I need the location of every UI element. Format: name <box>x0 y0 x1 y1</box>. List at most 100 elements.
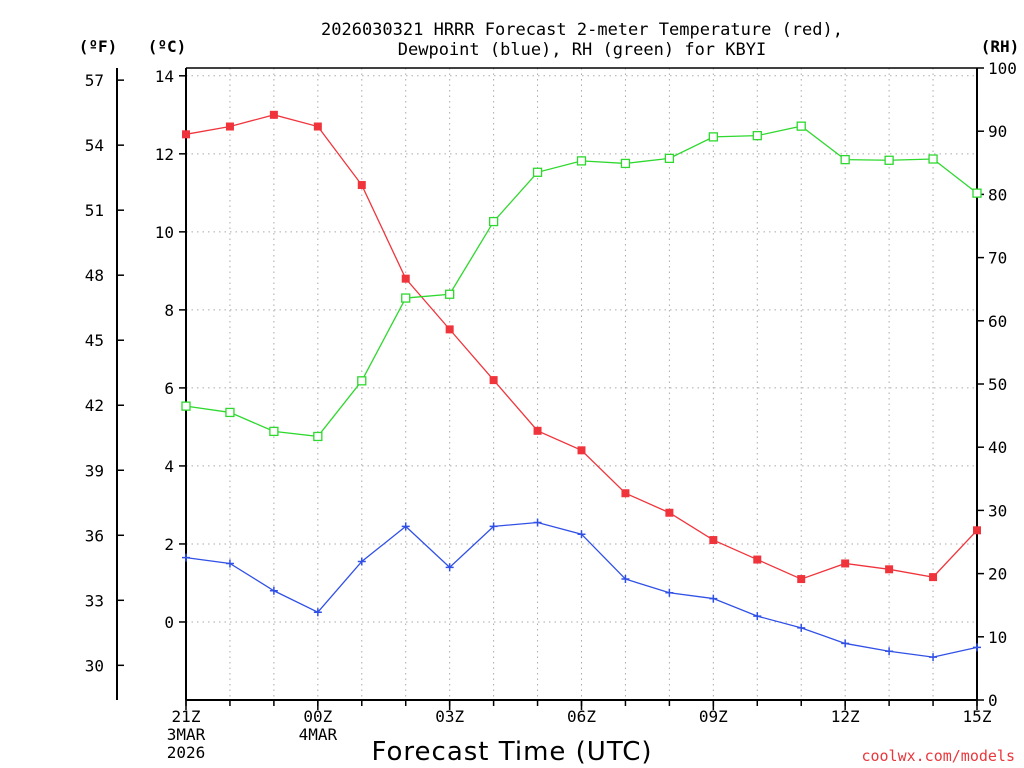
dewpoint-point <box>665 588 674 597</box>
celsius-tick-label: 4 <box>164 457 174 476</box>
celsius-unit-label: (ºC) <box>148 37 187 56</box>
x-axis-label: Forecast Time (UTC) <box>371 737 652 767</box>
dewpoint-point <box>182 553 190 562</box>
fahrenheit-tick-label: 30 <box>85 656 104 675</box>
rh-point <box>708 132 718 142</box>
rh-point <box>620 158 631 169</box>
rh-tick-label: 60 <box>988 312 1007 331</box>
axes: 0 2 4 6 8 10 12 14 30 33 36 39 42 45 48 51 54 57 0 10 20 30 40… <box>85 59 1017 762</box>
temperature-point <box>313 122 322 131</box>
fahrenheit-tick-label: 48 <box>85 266 104 285</box>
x-tick-label: 15Z <box>963 707 992 726</box>
rh-point <box>840 154 850 165</box>
x-tick-label: 06Z <box>567 707 596 726</box>
rh-tick-label: 20 <box>988 565 1007 584</box>
fahrenheit-tick-label: 33 <box>85 591 104 610</box>
rh-point <box>488 216 499 227</box>
x-tick-label: 12Z <box>831 707 860 726</box>
temperature-point <box>225 122 234 131</box>
rh-point <box>664 153 675 164</box>
temperature-point <box>709 536 718 545</box>
dewpoint-point <box>357 557 366 566</box>
rh-tick-label: 80 <box>988 185 1007 204</box>
rh-point <box>225 407 235 418</box>
temperature-point <box>445 325 454 334</box>
x-tick-label: 4MAR <box>299 725 338 744</box>
temperature-point <box>973 526 981 535</box>
rh-point <box>445 289 455 299</box>
fahrenheit-tick-label: 45 <box>85 331 104 350</box>
celsius-tick-label: 2 <box>164 535 174 554</box>
fahrenheit-tick-label: 42 <box>85 396 104 415</box>
temperature-point <box>841 559 850 568</box>
rh-point <box>884 155 894 165</box>
celsius-tick-label: 10 <box>155 223 174 242</box>
fahrenheit-tick-label: 51 <box>85 201 104 220</box>
dewpoint-point <box>577 530 586 539</box>
fahrenheit-tick-label: 39 <box>85 461 104 480</box>
rh-point <box>576 156 587 166</box>
dewpoint-point <box>929 653 938 662</box>
temperature-point <box>269 110 278 119</box>
rh-point <box>752 130 762 141</box>
temperature-point <box>929 573 938 582</box>
x-tick-label: 09Z <box>699 707 728 726</box>
chart-title-line1: 2026030321 HRRR Forecast 2-meter Tempera… <box>321 20 843 40</box>
dewpoint-point <box>489 522 498 531</box>
rh-point <box>972 188 982 198</box>
fahrenheit-tick-label: 36 <box>85 526 104 545</box>
dewpoint-point <box>753 612 762 621</box>
dewpoint-point <box>445 563 454 572</box>
celsius-tick-label: 14 <box>155 67 174 86</box>
temperature-point <box>577 446 586 455</box>
rh-point <box>401 293 411 303</box>
x-tick-label: 00Z <box>303 707 332 726</box>
rh-point <box>928 154 938 164</box>
temperature-point <box>182 130 190 139</box>
dewpoint-point <box>797 623 806 632</box>
celsius-tick-label: 8 <box>164 301 174 320</box>
rh-point <box>181 401 191 411</box>
chart-title-line2: Dewpoint (blue), RH (green) for KBYI <box>398 40 766 60</box>
series-dewpoint <box>182 518 981 662</box>
x-tick-label: 2026 <box>167 743 206 762</box>
rh-tick-label: 50 <box>988 375 1007 394</box>
dewpoint-point <box>841 639 850 648</box>
dewpoint-point <box>401 522 410 531</box>
dewpoint-point <box>533 518 542 527</box>
rh-tick-label: 10 <box>988 628 1007 647</box>
rh-unit-label: (RH) <box>981 37 1020 56</box>
rh-tick-label: 0 <box>988 691 998 710</box>
fahrenheit-tick-label: 54 <box>85 136 104 155</box>
series-layer <box>181 110 982 662</box>
rh-point <box>532 167 543 177</box>
fahrenheit-tick-label: 57 <box>85 71 104 90</box>
temperature-point <box>665 508 674 517</box>
rh-tick-label: 30 <box>988 501 1007 520</box>
temperature-point <box>533 426 542 435</box>
dewpoint-line <box>185 521 978 658</box>
dewpoint-point <box>885 647 894 656</box>
celsius-tick-label: 6 <box>164 379 174 398</box>
celsius-tick-label: 12 <box>155 145 174 164</box>
x-tick-label: 03Z <box>435 707 464 726</box>
rh-tick-label: 70 <box>988 249 1007 268</box>
temperature-point <box>885 565 894 574</box>
temperature-point <box>401 274 410 283</box>
dewpoint-point <box>269 586 278 595</box>
series-temperature <box>182 110 981 584</box>
rh-tick-label: 40 <box>988 438 1007 457</box>
series-rh <box>181 121 982 442</box>
temperature-point <box>489 376 498 385</box>
temperature-point <box>357 181 366 190</box>
rh-point <box>313 431 323 442</box>
rh-tick-label: 100 <box>988 59 1017 78</box>
temperature-point <box>621 489 630 498</box>
dewpoint-point <box>313 608 322 617</box>
x-tick-label: 21Z <box>172 707 201 726</box>
celsius-tick-label: 0 <box>164 613 174 632</box>
rh-point <box>269 426 279 437</box>
credit-text: coolwx.com/models <box>861 747 1015 765</box>
rh-tick-label: 90 <box>988 122 1007 141</box>
rh-point <box>357 376 367 386</box>
